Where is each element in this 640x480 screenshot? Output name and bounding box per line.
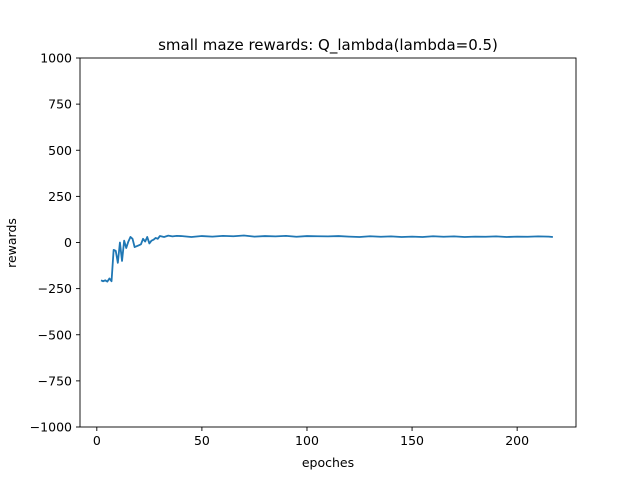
- x-tick-label: 150: [400, 433, 424, 448]
- y-tick-label: 750: [48, 97, 72, 112]
- series-line-0: [100, 234, 553, 283]
- x-axis-label: epoches: [302, 455, 354, 470]
- y-tick-label: 1000: [40, 51, 72, 66]
- y-tick-label: 250: [48, 189, 72, 204]
- x-tick-label: 50: [194, 433, 210, 448]
- x-tick-label: 0: [93, 433, 101, 448]
- y-tick-label: −250: [38, 281, 72, 296]
- y-tick-label: 0: [64, 235, 72, 250]
- plot-area: 0 50 100 150 200 −1000 −750 −500 −250 0 250 500 750 1…: [30, 51, 577, 448]
- x-tick-label: 100: [295, 433, 319, 448]
- y-axis-label: rewards: [4, 218, 19, 268]
- x-tick-label: 200: [505, 433, 529, 448]
- y-tick-label: 500: [48, 143, 72, 158]
- chart-title: small maze rewards: Q_lambda(lambda=0.5): [158, 36, 498, 55]
- y-tick-label: −500: [38, 327, 72, 342]
- y-tick-label: −750: [38, 373, 72, 388]
- y-tick-label: −1000: [30, 420, 72, 435]
